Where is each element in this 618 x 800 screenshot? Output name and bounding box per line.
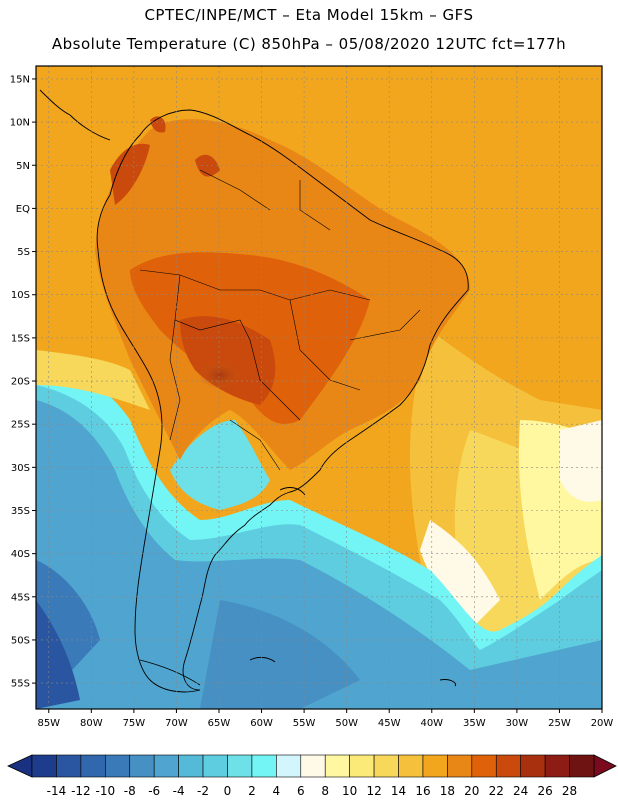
- colorbar-low-arrow: [7, 754, 33, 778]
- lat-tick-label: 15S: [11, 333, 30, 344]
- colorbar-label: 18: [440, 784, 455, 798]
- latitude-axis: 15N 10N 5N EQ 5S 10S 15S 20S 25S 30S 35S 40S 45S 50S 5…: [10, 74, 36, 690]
- colorbar-swatch: [520, 754, 546, 778]
- lat-tick-label: 35S: [11, 506, 30, 517]
- lat-tick-label: 10N: [10, 118, 30, 129]
- colorbar-label: -8: [124, 784, 136, 798]
- lat-tick-label: 25S: [11, 420, 30, 431]
- temperature-field: [36, 66, 602, 709]
- colorbar-label: -4: [173, 784, 185, 798]
- lon-tick-label: 30W: [506, 718, 529, 729]
- colorbar-label: 20: [464, 784, 479, 798]
- lon-tick-label: 60W: [250, 718, 273, 729]
- colorbar-swatch: [544, 754, 570, 778]
- title-line-1: CPTEC/INPE/MCT – Eta Model 15km – GFS: [144, 6, 474, 24]
- colorbar-label: -12: [71, 784, 91, 798]
- colorbar-label: -14: [47, 784, 67, 798]
- colorbar-label: 16: [415, 784, 430, 798]
- continent-24: [180, 316, 276, 405]
- colorbar-swatch: [471, 754, 497, 778]
- colorbar: -14 -12 -10 -8 -6 -4 -2 0 2 4 6 8 10 12 14 16 18 20 22 24 26…: [7, 754, 617, 798]
- colorbar-swatch: [227, 754, 253, 778]
- lon-tick-label: 85W: [37, 718, 60, 729]
- colorbar-swatch: [495, 754, 521, 778]
- lon-tick-label: 80W: [80, 718, 103, 729]
- colorbar-swatch: [80, 754, 106, 778]
- colorbar-label: 28: [562, 784, 577, 798]
- lon-tick-label: 45W: [378, 718, 401, 729]
- colorbar-label: 8: [321, 784, 329, 798]
- lon-tick-label: 65W: [208, 718, 231, 729]
- colorbar-label: 12: [366, 784, 381, 798]
- colorbar-swatch: [373, 754, 399, 778]
- colorbar-swatch: [569, 754, 595, 778]
- lon-tick-label: 35W: [463, 718, 486, 729]
- colorbar-label: 0: [224, 784, 232, 798]
- colorbar-label: 26: [537, 784, 552, 798]
- map-frame: [35, 65, 603, 710]
- lon-tick-label: 50W: [335, 718, 358, 729]
- colorbar-high-arrow: [593, 754, 617, 778]
- colorbar-swatch: [251, 754, 277, 778]
- band-8: [420, 520, 500, 630]
- lon-tick-label: 55W: [293, 718, 316, 729]
- colorbar-swatch: [202, 754, 228, 778]
- colorbar-label: 4: [273, 784, 281, 798]
- cold-tongue: [170, 420, 270, 510]
- colorbar-swatch: [447, 754, 473, 778]
- lon-tick-label: 75W: [123, 718, 146, 729]
- lat-tick-label: 5N: [16, 161, 30, 172]
- colorbar-swatch: [398, 754, 424, 778]
- colorbar-swatch: [129, 754, 155, 778]
- south-america-outline: [96, 109, 469, 693]
- lon-tick-label: 20W: [591, 718, 614, 729]
- colorbar-swatch: [31, 754, 57, 778]
- colorbar-swatch: [276, 754, 302, 778]
- colorbar-label: 10: [342, 784, 357, 798]
- colorbar-label: 14: [391, 784, 406, 798]
- colorbar-swatch: [153, 754, 179, 778]
- longitude-axis: 85W 80W 75W 70W 65W 60W 55W 50W 45W 40W 35W 30W 25W 2…: [37, 709, 613, 729]
- colorbar-swatch: [349, 754, 375, 778]
- colorbar-label: 22: [489, 784, 504, 798]
- colorbar-label: 2: [248, 784, 256, 798]
- lat-tick-label: 30S: [11, 463, 30, 474]
- colorbar-swatch: [422, 754, 448, 778]
- colorbar-label: -6: [148, 784, 160, 798]
- colorbar-label: 6: [297, 784, 305, 798]
- lat-tick-label: 40S: [11, 549, 30, 560]
- colorbar-swatch: [56, 754, 82, 778]
- colorbar-swatch: [300, 754, 326, 778]
- colorbar-swatch: [324, 754, 350, 778]
- colorbar-swatch: [105, 754, 131, 778]
- lon-tick-label: 25W: [548, 718, 571, 729]
- lat-tick-label: 45S: [11, 592, 30, 603]
- lat-tick-label: 10S: [11, 290, 30, 301]
- lat-tick-label: 55S: [11, 679, 30, 690]
- coastlines: [39, 89, 469, 693]
- colorbar-label: 24: [513, 784, 528, 798]
- lon-tick-label: 70W: [165, 718, 188, 729]
- colorbar-label: -2: [197, 784, 209, 798]
- lat-tick-label: 15N: [10, 74, 30, 85]
- lon-tick-label: 40W: [420, 718, 443, 729]
- colorbar-swatch: [178, 754, 204, 778]
- lat-tick-label: 20S: [11, 377, 30, 388]
- lat-tick-label: 5S: [17, 247, 30, 258]
- lat-tick-label: EQ: [16, 204, 30, 215]
- band-minus4: [36, 400, 602, 709]
- country-borders: [139, 169, 421, 471]
- title-line-2: Absolute Temperature (C) 850hPa – 05/08/…: [51, 35, 567, 53]
- lat-tick-label: 50S: [11, 635, 30, 646]
- colorbar-label: -10: [95, 784, 115, 798]
- graticule: [36, 66, 602, 709]
